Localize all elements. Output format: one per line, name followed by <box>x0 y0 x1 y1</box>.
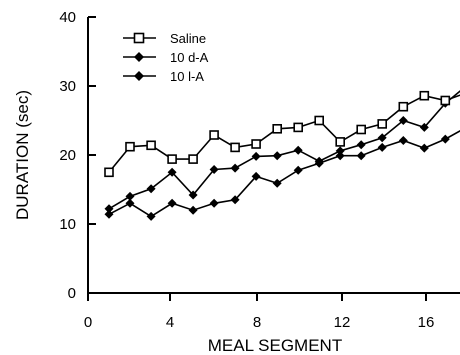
data-point <box>314 115 325 126</box>
data-point <box>440 95 451 106</box>
legend-entry-saline: Saline <box>123 31 206 46</box>
data-point <box>104 167 114 178</box>
x-tick-label: 8 <box>253 314 261 331</box>
data-point <box>125 191 135 201</box>
data-point <box>335 137 346 147</box>
y-tick-labels: 40 30 20 10 0 <box>59 9 76 302</box>
data-point <box>167 198 177 208</box>
x-tick-label: 16 <box>418 314 435 331</box>
y-tick-label: 30 <box>59 78 76 95</box>
data-point <box>251 171 261 181</box>
x-tick-label: 0 <box>84 314 92 331</box>
y-axis-title: DURATION (sec) <box>13 90 32 220</box>
data-point <box>125 198 135 208</box>
data-point <box>209 130 219 140</box>
data-point <box>251 139 261 149</box>
series-saline <box>104 90 460 178</box>
data-point <box>356 151 366 161</box>
series-line <box>108 129 460 218</box>
data-point <box>146 211 156 221</box>
data-point <box>356 124 367 135</box>
data-point <box>272 151 282 161</box>
data-point <box>272 124 283 134</box>
series-10-d-a <box>104 90 460 214</box>
data-point <box>188 190 198 200</box>
data-point <box>104 204 114 214</box>
data-point <box>293 122 304 133</box>
diamond-filled-icon <box>134 71 144 81</box>
data-point <box>335 151 345 161</box>
legend-entry-10-d-a: 10 d-A <box>123 50 209 65</box>
data-point <box>104 209 114 219</box>
data-point <box>293 165 303 175</box>
data-point <box>188 205 198 215</box>
x-tick-label: 4 <box>166 314 174 331</box>
data-point <box>188 154 198 164</box>
data-point <box>146 184 156 194</box>
data-point <box>293 145 303 155</box>
legend-label: Saline <box>170 31 206 46</box>
data-point <box>314 156 324 166</box>
y-axis-ticks <box>88 16 96 294</box>
data-point <box>356 140 366 150</box>
data-point <box>335 146 345 156</box>
y-tick-label: 10 <box>59 216 76 233</box>
data-point <box>230 163 240 173</box>
data-point <box>125 141 135 152</box>
data-point <box>209 198 219 208</box>
data-point <box>167 154 177 164</box>
y-tick-label: 20 <box>59 147 76 164</box>
data-point <box>377 119 388 129</box>
data-point <box>398 136 408 145</box>
data-point <box>251 151 261 161</box>
data-point <box>167 167 177 177</box>
data-point <box>419 90 430 101</box>
data-point <box>377 142 387 152</box>
data-point <box>398 116 408 125</box>
y-tick-label: 0 <box>68 285 76 302</box>
series-10-l-a <box>104 129 460 221</box>
data-point <box>230 195 240 205</box>
x-tick-labels: 0 4 8 12 16 <box>84 314 435 331</box>
data-point <box>398 101 409 112</box>
series-layer <box>104 90 460 221</box>
diamond-filled-icon <box>134 52 144 62</box>
data-point <box>230 142 240 153</box>
data-point <box>419 143 429 153</box>
legend-label: 10 d-A <box>170 50 209 65</box>
data-point <box>209 165 219 174</box>
y-tick-label: 40 <box>59 9 76 26</box>
square-open-icon <box>133 32 145 44</box>
legend-label: 10 l-A <box>170 69 204 84</box>
data-point <box>440 134 450 144</box>
data-point <box>419 122 429 132</box>
legend-entry-10-l-a: 10 l-A <box>123 69 204 84</box>
data-point <box>377 133 387 143</box>
x-axis-ticks <box>87 293 427 301</box>
series-line <box>108 90 460 210</box>
legend: Saline 10 d-A 10 l-A <box>123 31 209 84</box>
x-tick-label: 12 <box>334 314 351 331</box>
x-axis-title: MEAL SEGMENT <box>208 336 342 355</box>
data-point <box>146 140 156 151</box>
data-point <box>272 178 282 188</box>
